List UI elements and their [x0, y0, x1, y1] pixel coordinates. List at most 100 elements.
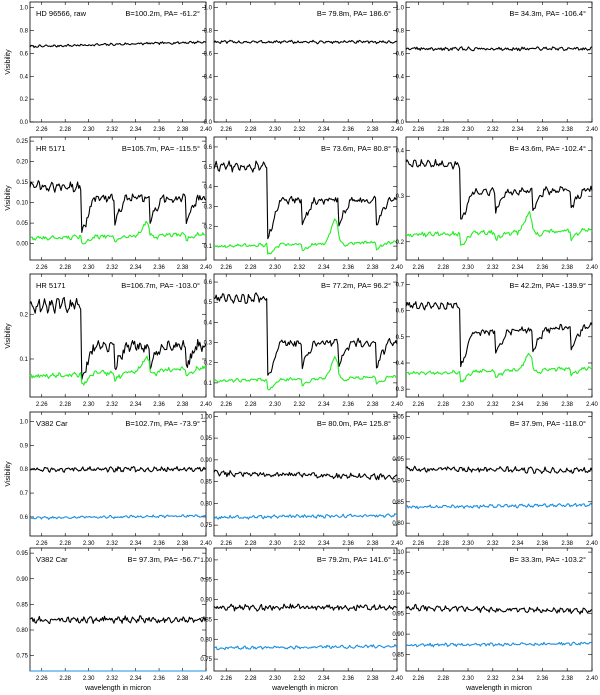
x-tick-label: 2.34 [130, 676, 142, 682]
visibility-series-line [405, 158, 593, 220]
plot-frame [213, 1, 398, 123]
y-tick-label: 0.1 [204, 381, 213, 387]
baseline-label: B= 34.3m, PA= -106.4° [509, 9, 586, 18]
x-tick-label: 2.36 [342, 402, 354, 408]
panel-r4c2: 2.26 2.28 2.30 2.32 2.34 2.36 2.38 2.40 0.85 0.90… [392, 547, 598, 682]
x-tick-label: 2.38 [177, 402, 189, 408]
x-tick-label: 2.38 [561, 265, 573, 271]
x-tick-label: 2.34 [130, 127, 142, 133]
x-tick-label: 2.28 [59, 127, 71, 133]
x-tick-label: 2.32 [487, 541, 499, 547]
y-tick-label: 0.6 [20, 51, 29, 57]
baseline-label: B=100.2m, PA= -61.2° [125, 9, 200, 18]
y-tick-label: 0.4 [204, 185, 213, 191]
x-axis-title-col-0: wavelength in micron [84, 685, 151, 692]
y-tick-label: 0.80 [16, 628, 28, 634]
panel-r1c2: 2.26 2.28 2.30 2.32 2.34 2.36 2.38 2.40 0.2 0.3 0.… [396, 136, 598, 271]
x-tick-label: 2.38 [367, 541, 379, 547]
plot-frame [213, 411, 398, 537]
x-tick-label: 2.40 [586, 676, 598, 682]
plot-frame [213, 136, 398, 261]
star-label: HR 5171 [36, 281, 66, 290]
x-tick-label: 2.26 [36, 541, 48, 547]
visibility-series-line [29, 615, 207, 625]
y-tick-label: 0.5 [204, 300, 213, 306]
y-tick-label: 0.2 [20, 97, 29, 103]
plot-frame [29, 411, 207, 537]
x-tick-label: 2.26 [413, 265, 425, 271]
x-tick-label: 2.32 [294, 127, 306, 133]
visibility-series-line [29, 466, 207, 473]
y-tick-label: 0.6 [396, 51, 405, 57]
baseline-label: B= 80.0m, PA= 125.8° [317, 419, 391, 428]
panel-r3c2: 2.26 2.28 2.30 2.32 2.34 2.36 2.38 2.40 0.80 0.85… [392, 411, 598, 547]
y-tick-label: 0.95 [16, 551, 28, 557]
x-tick-label: 2.30 [83, 127, 95, 133]
x-tick-label: 2.38 [177, 265, 189, 271]
x-tick-label: 2.32 [106, 265, 118, 271]
x-tick-label: 2.26 [220, 676, 232, 682]
y-tick-label: 0.4 [20, 74, 29, 80]
x-tick-label: 2.30 [83, 265, 95, 271]
x-tick-label: 2.38 [177, 676, 189, 682]
x-tick-label: 2.40 [200, 541, 212, 547]
visibility-series-line [213, 160, 398, 240]
x-tick-label: 2.40 [200, 402, 212, 408]
x-tick-label: 2.36 [537, 402, 549, 408]
x-tick-label: 2.32 [487, 676, 499, 682]
y-tick-label: 0.10 [16, 201, 28, 207]
y-tick-label: 0.00 [16, 242, 28, 248]
y-tick-label: 0.8 [20, 29, 29, 35]
x-tick-label: 2.26 [36, 676, 48, 682]
x-tick-label: 2.40 [586, 265, 598, 271]
baseline-label: B=105.7m, PA= -115.5° [122, 144, 200, 153]
y-tick-label: 1.05 [392, 571, 404, 577]
panel-r0c0: 2.26 2.28 2.30 2.32 2.34 2.36 2.38 2.400.00.20.… [20, 1, 212, 133]
x-tick-label: 2.30 [269, 541, 281, 547]
x-tick-label: 2.30 [83, 676, 95, 682]
x-tick-label: 2.40 [391, 265, 403, 271]
panel-r1c0: 2.26 2.28 2.30 2.32 2.34 2.36 2.38 2.40 0.00 0.05… [16, 136, 212, 271]
baseline-label: B= 73.6m, PA= 80.8° [321, 144, 391, 153]
y-tick-label: 0.85 [392, 653, 404, 659]
x-tick-label: 2.34 [318, 265, 330, 271]
x-tick-label: 2.38 [561, 541, 573, 547]
x-tick-label: 2.38 [367, 402, 379, 408]
y-tick-label: 0.7 [396, 282, 405, 288]
y-tick-label: 0.0 [396, 120, 405, 126]
x-tick-label: 2.32 [106, 676, 118, 682]
x-tick-label: 2.28 [437, 127, 449, 133]
x-tick-label: 2.40 [391, 127, 403, 133]
y-tick-label: 0.90 [16, 577, 28, 583]
y-tick-label: 0.85 [200, 617, 212, 623]
x-tick-label: 2.28 [437, 402, 449, 408]
plot-frame [405, 1, 593, 123]
x-tick-label: 2.38 [367, 265, 379, 271]
y-tick-label: 0.6 [204, 280, 213, 286]
y-tick-label: 0.80 [392, 521, 404, 527]
calibrator-series-line [405, 210, 593, 246]
calibrator-series-line [213, 513, 398, 520]
x-tick-label: 2.38 [367, 127, 379, 133]
y-tick-label: 0.95 [200, 578, 212, 584]
x-tick-label: 2.36 [153, 127, 165, 133]
x-tick-label: 2.30 [269, 676, 281, 682]
x-tick-label: 2.26 [413, 541, 425, 547]
y-tick-label: 0.4 [396, 361, 405, 367]
panel-r3c1: 2.26 2.28 2.30 2.32 2.34 2.36 2.38 2.40 0.75 0.80… [200, 411, 403, 547]
calibrator-series-line [213, 356, 397, 391]
x-tick-label: 2.40 [391, 402, 403, 408]
x-tick-label: 2.30 [83, 402, 95, 408]
visibility-series-line [405, 603, 593, 615]
plot-frame [405, 273, 593, 398]
visibility-series-line [29, 180, 207, 233]
calibrator-series-line [213, 218, 398, 255]
x-tick-label: 2.32 [294, 541, 306, 547]
y-tick-label: 0.5 [204, 165, 213, 171]
y-tick-label: 0.0 [20, 120, 29, 126]
x-tick-label: 2.36 [537, 265, 549, 271]
panel-r1c1: 2.26 2.28 2.30 2.32 2.34 2.36 2.38 2.40 0.1 0.2 0.… [204, 136, 403, 271]
y-axis-title-row-0: Visibility [5, 49, 12, 75]
y-tick-label: 1.0 [20, 420, 29, 426]
y-tick-label: 0.85 [16, 602, 28, 608]
